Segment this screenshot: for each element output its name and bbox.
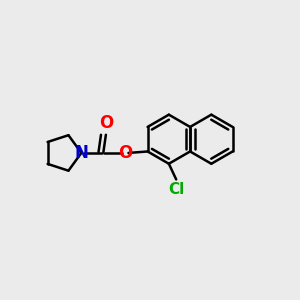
Text: Cl: Cl [168,182,184,197]
Text: N: N [74,144,88,162]
Text: O: O [118,144,133,162]
Text: O: O [99,114,113,132]
